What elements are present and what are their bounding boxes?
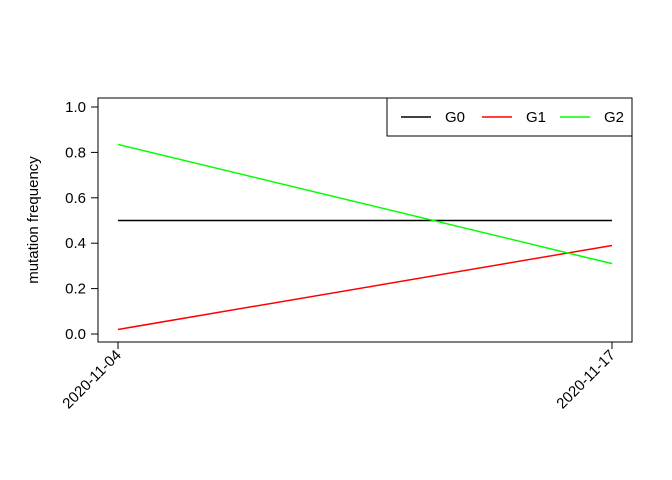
y-axis-label: mutation frequency — [25, 156, 42, 284]
y-tick-label: 0.6 — [65, 190, 86, 207]
y-tick-label: 0.2 — [65, 281, 86, 298]
y-tick-label: 0.8 — [65, 144, 86, 161]
legend-label-g0: G0 — [445, 109, 465, 126]
legend: G0 G1 G2 — [386, 97, 633, 137]
x-axis: 2020-11-04 2020-11-17 — [59, 341, 619, 412]
legend-label-g1: G1 — [526, 109, 546, 126]
y-tick-label: 1.0 — [65, 99, 86, 116]
y-tick-label: 0.0 — [65, 326, 86, 343]
y-tick-label: 0.4 — [65, 235, 86, 252]
series-line-g1 — [117, 244, 613, 331]
legend-label-g2: G2 — [604, 109, 624, 126]
series-lines — [117, 143, 613, 331]
y-axis: 0.0 0.2 0.4 0.6 0.8 1.0 — [65, 99, 99, 343]
series-line-g2 — [117, 143, 613, 265]
x-tick-label: 2020-11-17 — [553, 347, 618, 412]
x-tick-label: 2020-11-04 — [59, 347, 124, 412]
